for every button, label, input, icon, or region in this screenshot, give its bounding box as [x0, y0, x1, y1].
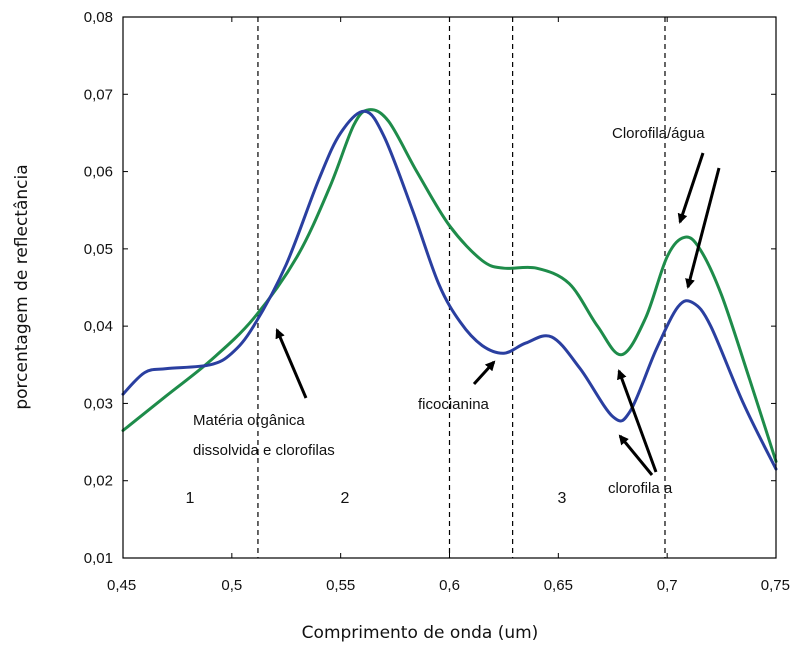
- arrow-materia-organica: [275, 328, 308, 399]
- arrow-ficocianina: [472, 360, 496, 386]
- x-tick-label: 0,75: [761, 577, 790, 594]
- annotation-materia-organica: Matéria orgânica: [193, 412, 305, 429]
- y-tick-label: 0,04: [84, 318, 113, 335]
- x-tick-label: 0,45: [107, 577, 136, 594]
- region-label-2: 2: [341, 490, 350, 507]
- x-tick-label: 0,6: [439, 577, 460, 594]
- annotation-clorofila-agua: Clorofila/água: [612, 125, 705, 142]
- y-tick-label: 0,01: [84, 550, 113, 567]
- y-tick-label: 0,02: [84, 473, 113, 490]
- annotation-ficocianina: ficocianina: [418, 396, 490, 413]
- series-line-green: [121, 108, 778, 463]
- arrow-clorofila-a-2: [618, 434, 654, 476]
- x-tick-label: 0,65: [544, 577, 573, 594]
- ticks-layer: 0,45 0,5 0,55 0,6 0,65 0,7 0,75 0,01 0,02 0,03 0,0…: [84, 9, 790, 594]
- x-axis-label: Comprimento de onda (um): [302, 623, 539, 643]
- x-tick-label: 0,55: [326, 577, 355, 594]
- y-tick-label: 0,05: [84, 241, 113, 258]
- region-label-3: 3: [558, 490, 567, 507]
- y-tick-label: 0,08: [84, 9, 113, 26]
- arrow-clorofila-agua-1: [677, 152, 705, 224]
- annotation-clorofila-a: clorofila a: [608, 480, 673, 497]
- arrow-clorofila-a-1: [617, 369, 658, 473]
- region-label-1: 1: [186, 490, 195, 507]
- annotation-arrows: [275, 152, 721, 476]
- x-tick-label: 0,5: [221, 577, 242, 594]
- y-tick-label: 0,07: [84, 86, 113, 103]
- x-tick-label: 0,7: [657, 577, 678, 594]
- arrow-clorofila-agua-2: [685, 167, 721, 289]
- plot-layer: [121, 17, 778, 558]
- series-line-blue: [121, 109, 778, 471]
- y-axis-label: porcentagem de reflectância: [12, 164, 32, 409]
- y-tick-label: 0,06: [84, 164, 113, 181]
- annotation-dissolvida-clorofilas: dissolvida e clorofilas: [193, 442, 335, 459]
- y-tick-label: 0,03: [84, 395, 113, 412]
